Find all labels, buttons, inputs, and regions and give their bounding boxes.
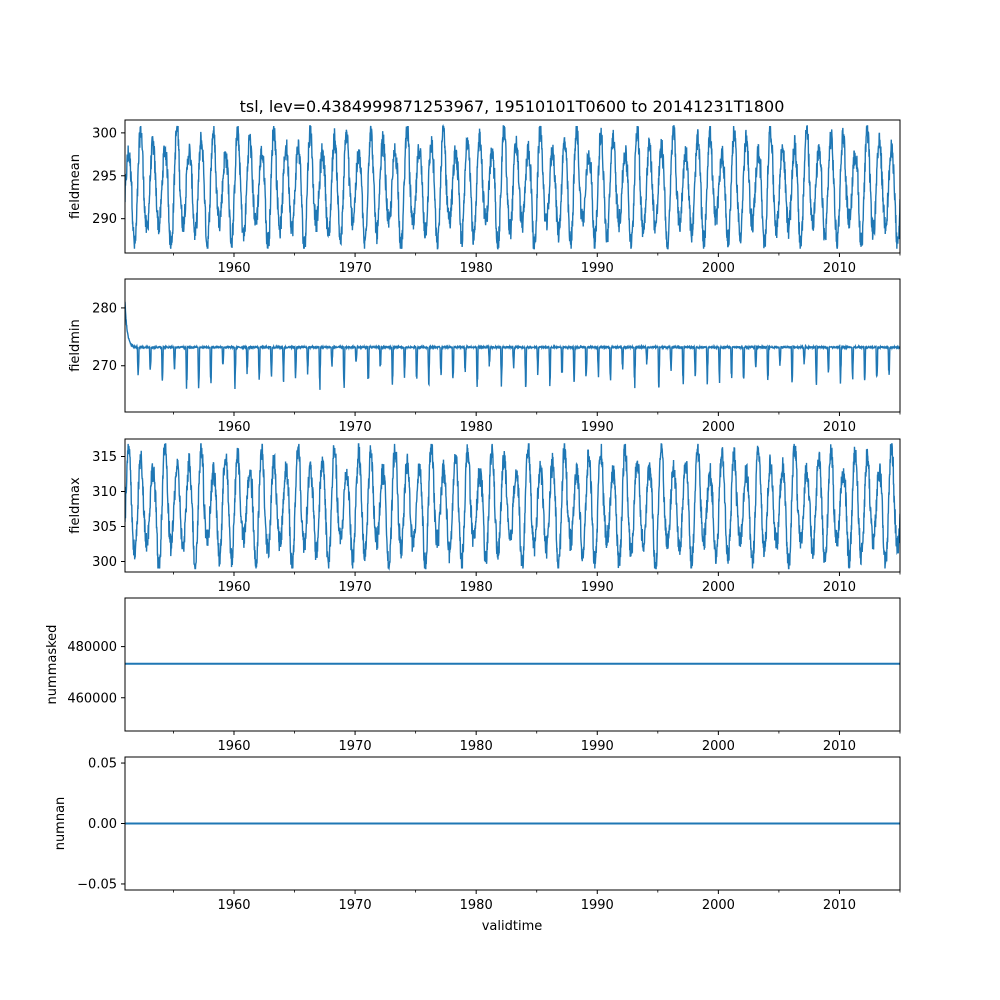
x-tick-label: 1990 — [581, 898, 614, 913]
y-axis-label: nummasked — [45, 625, 60, 705]
x-tick-label: 2010 — [823, 261, 856, 276]
x-tick-label: 1990 — [581, 420, 614, 435]
panel-fieldmin: 270 280 1960 1970 1980 1990 2000 2010 fieldmin — [68, 278, 901, 435]
y-tick-label: 270 — [92, 359, 117, 374]
x-tick-label: 2010 — [823, 420, 856, 435]
y-axis-label: fieldmin — [68, 319, 83, 372]
x-tick-label: 1970 — [339, 739, 372, 754]
chart-title: tsl, lev=0.4384999871253967, 19510101T06… — [240, 97, 785, 116]
axes-frame — [124, 278, 901, 413]
x-tick-label: 1980 — [460, 739, 493, 754]
y-tick-label: 0.05 — [88, 757, 117, 772]
x-tick-label: 1970 — [339, 420, 372, 435]
x-tick-label: 1960 — [217, 261, 250, 276]
series-line-fieldmean — [125, 124, 900, 250]
x-tick-label: 2010 — [823, 739, 856, 754]
y-tick-label: 460000 — [67, 691, 117, 706]
x-tick-label: 1960 — [217, 580, 250, 595]
y-axis-label: numnan — [53, 797, 68, 851]
x-tick-label: 2000 — [702, 739, 735, 754]
x-tick-label: 2000 — [702, 580, 735, 595]
x-tick-label: 2000 — [702, 898, 735, 913]
x-tick-label: 1980 — [460, 898, 493, 913]
axes-frame — [124, 119, 901, 254]
y-tick-label: 300 — [92, 555, 117, 570]
y-tick-label: 315 — [92, 450, 117, 465]
x-tick-label: 2000 — [702, 261, 735, 276]
y-tick-label: 310 — [92, 485, 117, 500]
x-tick-label: 1970 — [339, 261, 372, 276]
x-tick-label: 2010 — [823, 898, 856, 913]
x-tick-label: 1970 — [339, 898, 372, 913]
y-axis-label: fieldmean — [68, 154, 83, 219]
panel-nummasked: 460000 480000 1960 1970 1980 1990 2000 2010 numm… — [45, 597, 901, 754]
x-tick-label: 1970 — [339, 580, 372, 595]
y-tick-label: 300 — [92, 126, 117, 141]
x-tick-label: 2000 — [702, 420, 735, 435]
y-tick-label: 290 — [92, 212, 117, 227]
series-line-fieldmax — [125, 443, 900, 571]
panel-numnan: −0.05 0.00 0.05 1960 1970 1980 1990 2000 2010 num… — [53, 756, 901, 913]
x-tick-label: 1960 — [217, 898, 250, 913]
x-tick-label: 1990 — [581, 261, 614, 276]
x-tick-label: 2010 — [823, 580, 856, 595]
axes-frame — [124, 438, 901, 573]
y-tick-label: 280 — [92, 301, 117, 316]
x-tick-label: 1990 — [581, 580, 614, 595]
y-tick-label: −0.05 — [77, 877, 117, 892]
panel-fieldmax: 300 305 310 315 1960 1970 1980 1990 2000 2010 fiel… — [68, 438, 901, 595]
x-tick-label: 1980 — [460, 420, 493, 435]
y-axis-label: fieldmax — [68, 477, 83, 534]
y-tick-label: 295 — [92, 169, 117, 184]
panel-fieldmean: 290 295 300 1960 1970 1980 1990 2000 2010 fieldme… — [68, 119, 901, 276]
x-tick-label: 1980 — [460, 261, 493, 276]
y-tick-label: 0.00 — [88, 817, 117, 832]
x-axis-label: validtime — [482, 919, 543, 934]
series-line-fieldmin — [125, 301, 900, 390]
y-tick-label: 480000 — [67, 640, 117, 655]
x-tick-label: 1990 — [581, 739, 614, 754]
x-tick-label: 1960 — [217, 420, 250, 435]
x-tick-label: 1980 — [460, 580, 493, 595]
x-tick-label: 1960 — [217, 739, 250, 754]
axes-frame — [124, 597, 901, 732]
y-tick-label: 305 — [92, 520, 117, 535]
